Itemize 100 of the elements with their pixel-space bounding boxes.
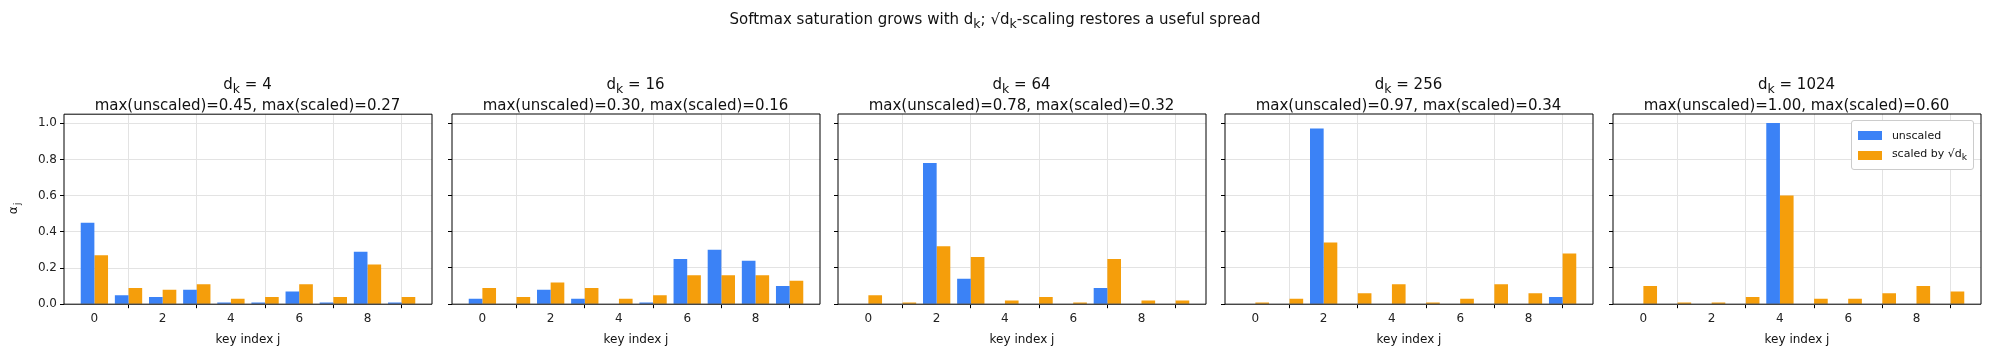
bar <box>1391 284 1406 304</box>
x-axis-title: key index j <box>1764 331 1830 346</box>
y-tick-label: 0.0 <box>37 296 57 311</box>
legend-label: unscaled <box>1891 128 1942 142</box>
bar <box>868 295 883 304</box>
bar <box>741 260 756 304</box>
bar <box>230 298 245 304</box>
bar <box>618 298 633 304</box>
bar <box>571 298 585 304</box>
bar <box>707 249 722 304</box>
y-tick-label: 0.2 <box>37 260 57 275</box>
bar <box>1562 253 1577 304</box>
bar <box>550 282 565 304</box>
bar <box>1175 300 1190 304</box>
y-tick-label: 0.6 <box>37 187 57 202</box>
bar <box>1494 284 1508 304</box>
x-tick-label: 6 <box>683 310 692 325</box>
bar <box>162 289 177 304</box>
bar <box>537 289 551 304</box>
chart-title: d$_{k}$ = 16 <box>605 75 666 97</box>
bar <box>80 222 95 304</box>
bar <box>1882 293 1896 304</box>
y-tick-label: 1.0 <box>37 115 57 130</box>
bar <box>970 257 985 304</box>
x-tick-label: 0 <box>864 310 873 325</box>
bar <box>285 291 300 304</box>
bar <box>482 287 497 304</box>
chart-subtitle: max(unscaled)=0.78, max(scaled)=0.32 <box>867 96 1176 114</box>
bar <box>936 246 951 304</box>
x-tick-label: 2 <box>158 310 167 325</box>
x-axis-title: key index j <box>215 331 281 346</box>
bar <box>401 296 416 304</box>
bar <box>1779 195 1794 304</box>
x-tick-label: 2 <box>1319 310 1328 325</box>
bar <box>775 286 790 304</box>
bar <box>923 162 937 304</box>
x-tick-label: 8 <box>1524 310 1533 325</box>
x-tick-label: 6 <box>1456 310 1465 325</box>
chart-title: d$_{k}$ = 1024 <box>1756 75 1837 97</box>
bar <box>196 284 211 304</box>
bar <box>1093 287 1108 304</box>
bar <box>1814 298 1828 304</box>
x-tick-label: 4 <box>227 310 235 325</box>
bar <box>1107 258 1121 304</box>
x-tick-label: 8 <box>1912 310 1921 325</box>
y-axis-title: αj <box>6 202 22 215</box>
x-tick-label: 8 <box>363 310 372 325</box>
chart-subtitle: max(unscaled)=0.97, max(scaled)=0.34 <box>1254 96 1563 114</box>
x-tick-label: 4 <box>1388 310 1396 325</box>
bar <box>1916 286 1931 304</box>
bar <box>333 296 347 304</box>
bar <box>1460 298 1474 304</box>
bar <box>1745 296 1760 304</box>
x-tick-label: 0 <box>1639 310 1648 325</box>
bar <box>1310 128 1324 304</box>
bar <box>149 296 163 304</box>
bar <box>1357 293 1372 304</box>
bar <box>299 284 313 304</box>
chart-title: d$_{k}$ = 256 <box>1373 75 1444 97</box>
x-axis-title: key index j <box>603 331 669 346</box>
text: Softmax saturation grows with d$_{k}$; √d$_{k}$-scaling restores a useful spread <box>728 10 1262 31</box>
bar <box>1141 300 1156 304</box>
x-tick-label: 6 <box>1069 310 1078 325</box>
y-tick-label: 0.4 <box>37 223 57 238</box>
bar <box>673 258 688 304</box>
bar <box>94 255 109 304</box>
bar <box>957 278 971 304</box>
x-tick-label: 8 <box>1137 310 1146 325</box>
bar <box>1766 123 1780 304</box>
x-tick-label: 2 <box>932 310 941 325</box>
bar <box>755 275 770 304</box>
bar <box>353 251 368 304</box>
x-tick-label: 4 <box>1001 310 1009 325</box>
bar <box>653 295 667 304</box>
bar <box>367 264 382 304</box>
x-axis-title: key index j <box>1376 331 1442 346</box>
bar <box>1004 300 1019 304</box>
x-tick-label: 2 <box>546 310 555 325</box>
x-tick-label: 0 <box>1251 310 1260 325</box>
chart-title: d$_{k}$ = 64 <box>991 75 1052 97</box>
x-tick-label: 0 <box>90 310 99 325</box>
bar <box>128 287 143 304</box>
bar <box>584 287 599 304</box>
chart-subtitle: max(unscaled)=0.45, max(scaled)=0.27 <box>93 96 402 114</box>
x-tick-label: 6 <box>295 310 304 325</box>
chart-subtitle: max(unscaled)=1.00, max(scaled)=0.60 <box>1642 96 1951 114</box>
bar <box>1323 242 1338 304</box>
x-tick-label: 0 <box>478 310 487 325</box>
x-tick-label: 2 <box>1707 310 1716 325</box>
bar <box>721 275 735 304</box>
chart-title: d$_{k}$ = 4 <box>222 75 273 97</box>
bar <box>183 289 197 304</box>
bar <box>1039 296 1053 304</box>
bar <box>1950 291 1965 304</box>
bar <box>1548 296 1563 304</box>
bar <box>1528 293 1543 304</box>
bar <box>687 275 701 304</box>
x-tick-label: 8 <box>751 310 760 325</box>
bar <box>265 296 279 304</box>
bar <box>114 295 129 304</box>
